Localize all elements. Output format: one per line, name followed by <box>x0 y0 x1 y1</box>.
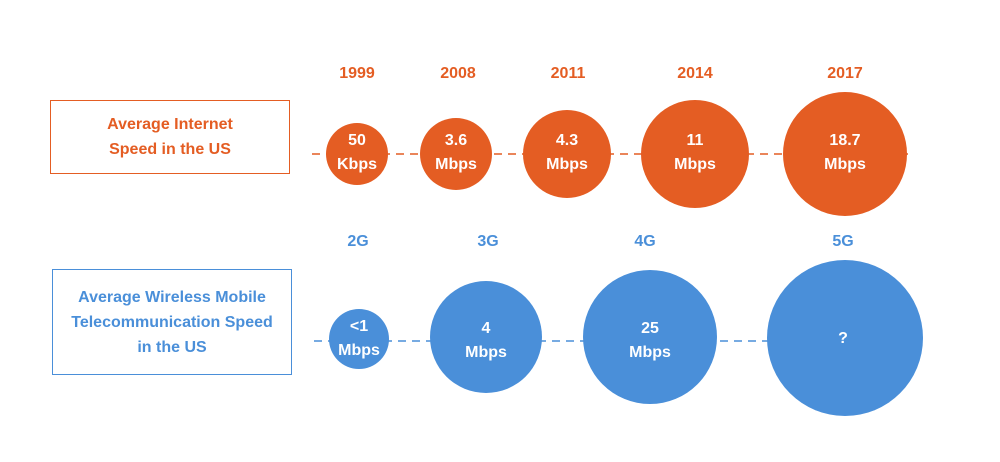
speed-unit: Mbps <box>629 344 671 361</box>
generation-label: 3G <box>477 233 498 250</box>
internet-item-2014: 2014 11 Mbps <box>641 65 749 208</box>
internet-item-2008: 2008 3.6 Mbps <box>420 65 492 190</box>
speed-circle <box>326 123 388 185</box>
wireless-speed-label: Average Wireless Mobile Telecommunicatio… <box>71 288 273 356</box>
internet-item-2011: 2011 4.3 Mbps <box>523 65 611 198</box>
speed-circle <box>420 118 492 190</box>
wireless-item-2g: 2G <1 Mbps <box>329 233 389 369</box>
internet-item-2017: 2017 18.7 Mbps <box>783 65 907 216</box>
speed-unit: Mbps <box>338 342 380 359</box>
speed-circle <box>430 281 542 393</box>
speed-unit: Mbps <box>465 344 507 361</box>
speed-value: 18.7 <box>829 132 860 149</box>
speed-circle <box>523 110 611 198</box>
speed-unit: Kbps <box>337 156 377 173</box>
year-label: 2008 <box>440 65 476 82</box>
year-label: 2017 <box>827 65 863 82</box>
generation-label: 4G <box>634 233 655 250</box>
internet-row: 1999 50 Kbps 2008 3.6 Mbps 2011 4.3 Mbps… <box>312 65 908 216</box>
internet-speed-label-box: Average Internet Speed in the US <box>50 100 290 174</box>
speed-circle <box>767 260 923 416</box>
speed-unit: Mbps <box>674 156 716 173</box>
year-label: 2011 <box>551 65 586 82</box>
speed-value: 25 <box>641 320 659 337</box>
speed-value: ? <box>838 330 848 347</box>
speed-value: 11 <box>687 132 704 149</box>
speed-circle <box>783 92 907 216</box>
wireless-item-5g: 5G ? <box>767 233 923 416</box>
wireless-speed-label-box: Average Wireless Mobile Telecommunicatio… <box>52 269 292 375</box>
speed-value: 50 <box>348 132 366 149</box>
internet-item-1999: 1999 50 Kbps <box>326 65 388 185</box>
speed-unit: Mbps <box>546 156 588 173</box>
year-label: 1999 <box>339 65 375 82</box>
internet-speed-label: Average Internet Speed in the US <box>107 116 233 158</box>
generation-label: 2G <box>347 233 368 250</box>
speed-circle <box>641 100 749 208</box>
speed-value: 4.3 <box>556 132 578 149</box>
wireless-item-3g: 3G 4 Mbps <box>430 233 542 393</box>
speed-unit: Mbps <box>824 156 866 173</box>
speed-value: <1 <box>350 318 368 335</box>
wireless-item-4g: 4G 25 Mbps <box>583 233 717 404</box>
speed-circle <box>583 270 717 404</box>
speed-unit: Mbps <box>435 156 477 173</box>
speed-circle <box>329 309 389 369</box>
year-label: 2014 <box>677 65 713 82</box>
speed-value: 3.6 <box>445 132 467 149</box>
generation-label: 5G <box>832 233 853 250</box>
speed-value: 4 <box>482 320 491 337</box>
wireless-row: 2G <1 Mbps 3G 4 Mbps 4G 25 Mbps 5G ? <box>314 233 923 416</box>
